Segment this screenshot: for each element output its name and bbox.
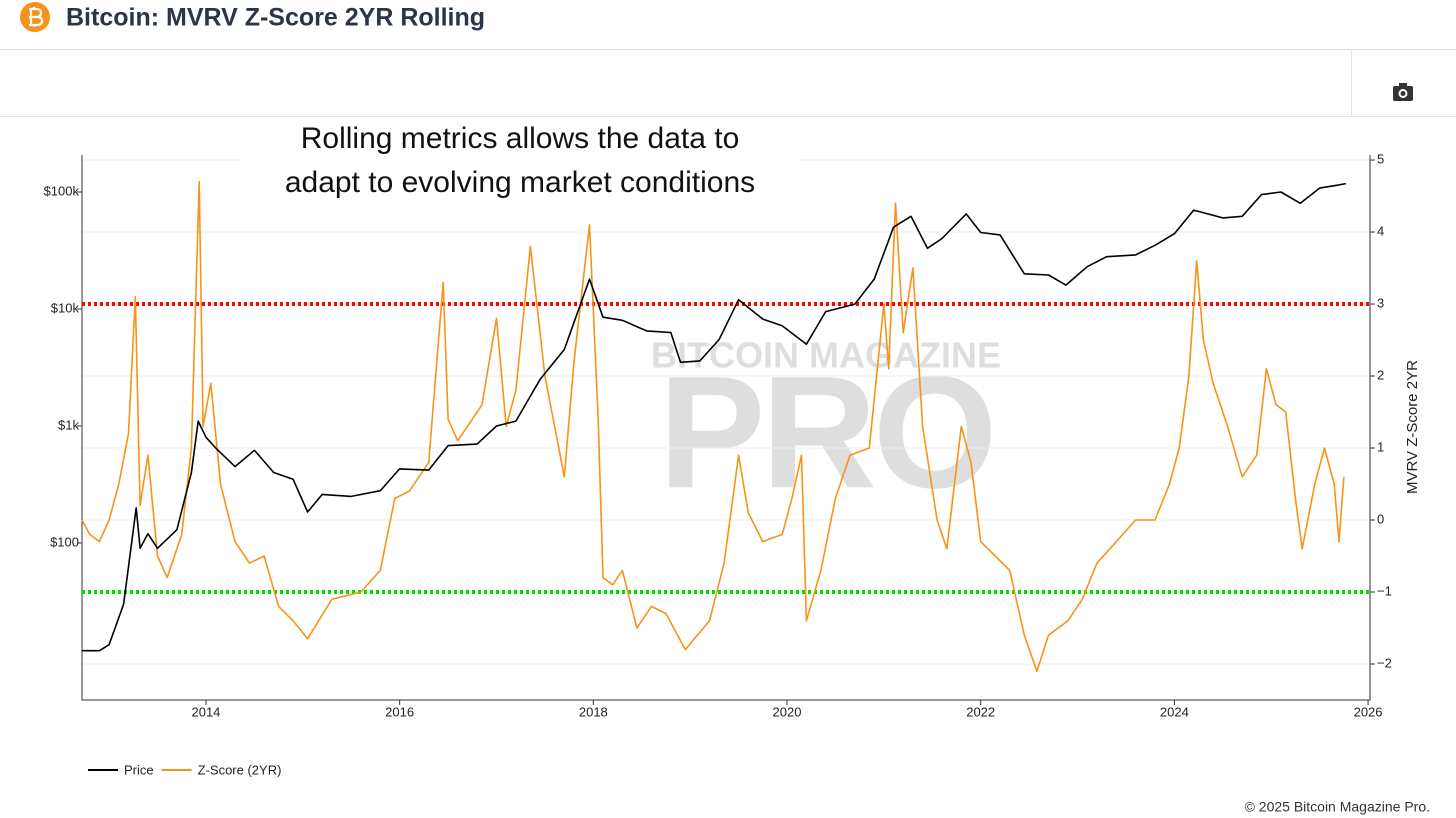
y2-tick-label: −1 [1377, 583, 1392, 598]
y2-tick-label: 4 [1377, 223, 1384, 238]
header: Bitcoin: MVRV Z-Score 2YR Rolling [20, 2, 485, 32]
series-line [82, 182, 1346, 652]
x-tick-label: 2022 [966, 704, 995, 719]
y-tick-label: $1k [58, 417, 79, 432]
x-tick-label: 2026 [1354, 704, 1383, 719]
bitcoin-glyph [29, 7, 44, 27]
y-tick-label: $100 [50, 534, 79, 549]
x-tick-label: 2024 [1160, 704, 1189, 719]
annotation: adapt to evolving market conditions [285, 166, 755, 199]
watermark-text: BITCOIN MAGAZINE [651, 335, 1001, 376]
y-tick-label: $100k [44, 183, 80, 198]
camera-button[interactable] [1393, 83, 1413, 101]
watermark-text: PRO [659, 342, 994, 521]
annotation-box [243, 118, 797, 206]
footer: © 2025 Bitcoin Magazine Pro. [1245, 799, 1430, 815]
y2-tick-label: 1 [1377, 439, 1384, 454]
y2-tick-label: 0 [1377, 511, 1384, 526]
series-line [81, 180, 1345, 672]
legend-label[interactable]: Z-Score (2YR) [198, 762, 282, 777]
y2-tick-label: 5 [1377, 151, 1384, 166]
y2-tick-label: 2 [1377, 367, 1384, 382]
y2-axis-title: MVRV Z-Score 2YR [1404, 360, 1421, 494]
axis-frame [81, 155, 1371, 701]
x-tick-label: 2016 [385, 704, 414, 719]
camera-lens-inner[interactable] [1400, 91, 1406, 96]
y-tick-label: $10k [51, 300, 80, 315]
x-tick-label: 2018 [579, 704, 608, 719]
legend-label[interactable]: Price [124, 762, 154, 777]
y2-tick-label: −2 [1377, 655, 1392, 670]
x-tick-label: 2014 [191, 704, 220, 719]
y2-tick-label: 3 [1377, 295, 1384, 310]
legend: Price Z-Score (2YR) [88, 762, 281, 777]
camera-top[interactable] [1399, 83, 1407, 87]
page-title: Bitcoin: MVRV Z-Score 2YR Rolling [66, 4, 485, 32]
x-tick-label: 2020 [773, 704, 802, 719]
annotation: Rolling metrics allows the data to [301, 122, 740, 155]
